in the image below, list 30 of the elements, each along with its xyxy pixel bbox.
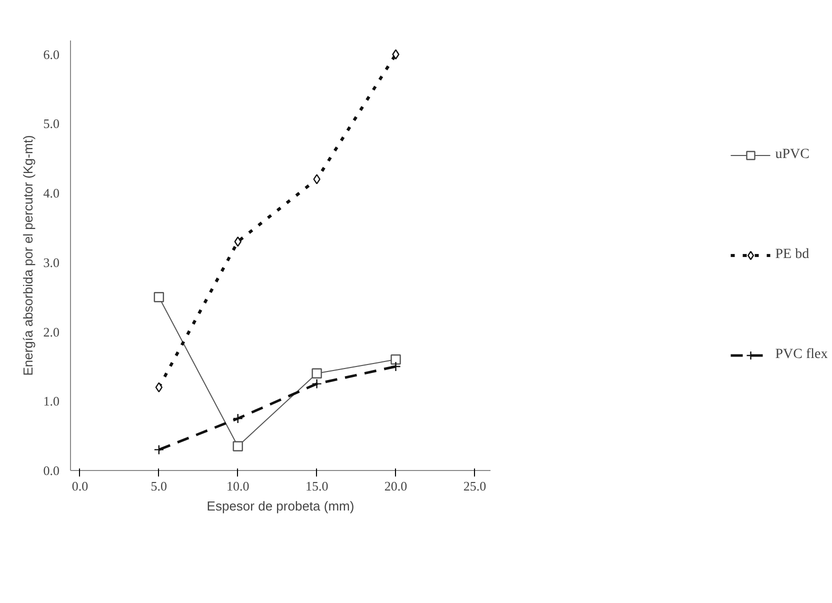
x-tick-label: 15.0	[305, 478, 328, 494]
x-tick-label: 25.0	[463, 478, 486, 494]
point	[154, 444, 164, 455]
x-tick-label: 20.0	[384, 478, 408, 494]
point	[312, 368, 322, 379]
y-tick-label: 6.0	[43, 46, 60, 62]
y-tick-label: 0.0	[43, 463, 60, 478]
y-tick-label: 1.0	[43, 394, 60, 409]
legend-label: PVC flex	[775, 347, 828, 363]
y-tick-label: 2.0	[43, 324, 60, 340]
y-tick-label: 5.0	[43, 116, 60, 132]
point	[312, 378, 322, 389]
y-tick-label: 3.0	[43, 254, 60, 270]
y-tick-label: 4.0	[43, 186, 60, 201]
x-tick-label: 0.0	[72, 478, 88, 494]
x-tick-label: 10.0	[226, 478, 250, 494]
point	[155, 382, 163, 392]
y-axis-title: Energía absorbida por el percutor (Kg-mt)	[20, 135, 36, 376]
point	[392, 49, 400, 60]
point	[390, 354, 401, 365]
point	[390, 361, 401, 372]
point	[154, 292, 164, 302]
point	[232, 441, 243, 452]
x-tick-label: 5.0	[150, 478, 168, 494]
legend-label: PE bd	[775, 247, 810, 263]
point	[234, 236, 242, 247]
x-axis-title: Espesor de probeta (mm)	[206, 498, 354, 514]
legend-label: uPVC	[775, 147, 810, 163]
point	[232, 413, 243, 424]
point	[313, 174, 320, 184]
